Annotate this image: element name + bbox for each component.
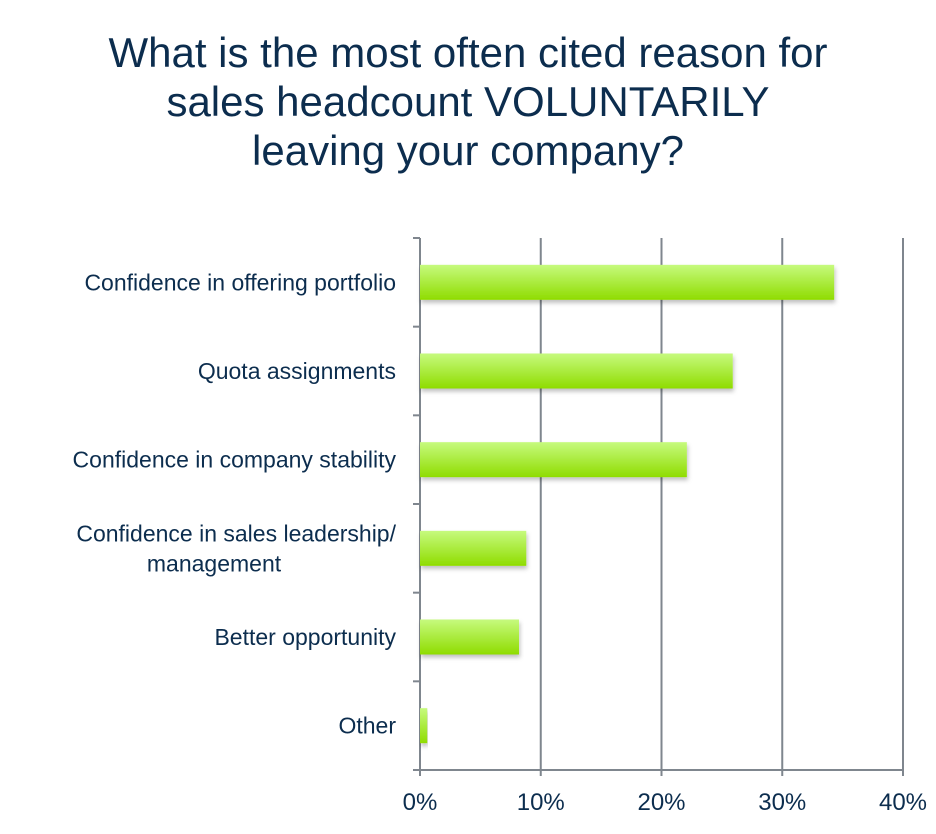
category-label: management	[147, 550, 282, 576]
bar	[420, 530, 527, 566]
bar	[420, 708, 428, 744]
category-label: Confidence in company stability	[73, 447, 397, 473]
category-label: Better opportunity	[214, 624, 396, 650]
x-tick-label: 30%	[758, 789, 806, 816]
title-line-2: sales headcount VOLUNTARILY	[166, 78, 770, 125]
category-label: Other	[338, 713, 396, 739]
bar	[420, 619, 520, 655]
category-label: Confidence in offering portfolio	[84, 269, 396, 295]
bar	[420, 442, 687, 478]
x-tick-label: 20%	[637, 789, 685, 816]
bar	[420, 264, 835, 300]
category-label: Quota assignments	[198, 358, 396, 384]
title-line-1: What is the most often cited reason for	[108, 29, 828, 76]
category-label: Confidence in sales leadership/	[76, 520, 396, 546]
x-tick-label: 10%	[517, 789, 565, 816]
title-line-3: leaving your company?	[252, 127, 684, 174]
bar	[420, 353, 733, 389]
x-tick-label: 0%	[403, 789, 438, 816]
x-tick-label: 40%	[879, 789, 927, 816]
chart-title: What is the most often cited reason for …	[0, 28, 936, 175]
